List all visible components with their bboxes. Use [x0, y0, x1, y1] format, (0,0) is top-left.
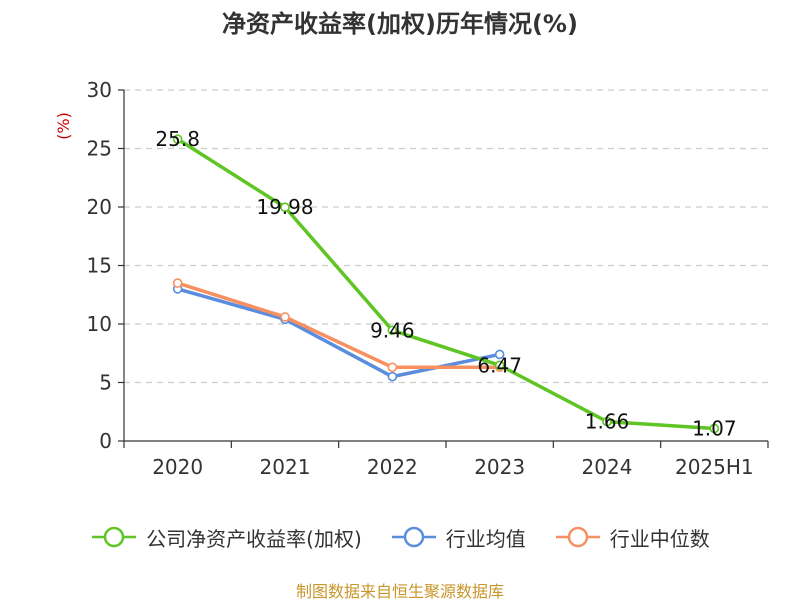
series-line-1	[177, 287, 501, 379]
series-line-2	[177, 281, 500, 370]
data-point	[709, 423, 720, 434]
axis-layer: 0 5 10 15 20 25 30 2020 2021 2022 2023 2024 2025H1	[87, 78, 769, 479]
y-tick-label: 30	[87, 78, 112, 102]
source-note: 制图数据来自恒生聚源数据库	[295, 582, 504, 601]
data-point	[172, 278, 183, 288]
data-point	[280, 202, 290, 213]
legend-label: 公司净资产收益率(加权)	[146, 526, 362, 551]
legend: 公司净资产收益率(加权) 行业均值 行业中位数	[0, 520, 800, 554]
data-point	[387, 362, 398, 373]
data-label: 6.47	[477, 353, 522, 377]
y-axis-unit-label: (%)	[54, 112, 73, 140]
y-tick-label: 15	[87, 254, 112, 278]
legend-swatch-marker	[567, 526, 589, 548]
legend-label: 行业中位数	[609, 526, 710, 551]
x-tick-label: 2023	[474, 455, 525, 479]
data-point	[172, 134, 183, 144]
series-line-0	[176, 137, 715, 431]
data-label: 1.07	[692, 416, 737, 440]
data-point	[387, 371, 398, 382]
x-tick-label: 2024	[582, 455, 633, 479]
legend-item-2[interactable]: 行业中位数	[554, 523, 710, 552]
x-tick-label: 2025H1	[675, 455, 754, 479]
data-point	[387, 325, 398, 336]
legend-item-0[interactable]: 公司净资产收益率(加权)	[90, 523, 362, 552]
y-tick-label: 0	[99, 429, 112, 453]
chart-title: 净资产收益率(加权)历年情况(%)	[222, 10, 578, 38]
legend-swatch-icon	[92, 526, 137, 548]
x-tick-label: 2022	[367, 455, 418, 479]
grid-layer	[124, 89, 768, 384]
legend-item-1[interactable]: 行业均值	[390, 523, 526, 552]
legend-swatch-icon	[391, 526, 436, 548]
data-point	[494, 349, 505, 360]
legend-label: 行业均值	[445, 526, 526, 551]
data-point	[494, 360, 505, 371]
data-label: 9.46	[370, 318, 415, 342]
series-layer	[172, 134, 720, 434]
data-point	[602, 416, 612, 427]
y-tick-label: 5	[99, 371, 112, 395]
x-tick-label: 2020	[152, 455, 203, 479]
x-tick-label: 2021	[260, 455, 311, 479]
legend-swatch-icon	[555, 526, 600, 548]
data-label: 19.98	[256, 195, 313, 219]
y-tick-label: 25	[87, 137, 112, 161]
y-tick-label: 20	[87, 195, 112, 219]
y-tick-label: 10	[87, 312, 112, 336]
data-label: 1.66	[585, 410, 630, 434]
data-label: 25.8	[155, 127, 200, 151]
data-point	[280, 312, 290, 322]
legend-swatch-marker	[403, 526, 425, 548]
legend-swatch-marker	[103, 526, 125, 548]
data-label-layer: 25.8 19.98 9.46 6.47 1.66 1.07	[155, 127, 736, 440]
